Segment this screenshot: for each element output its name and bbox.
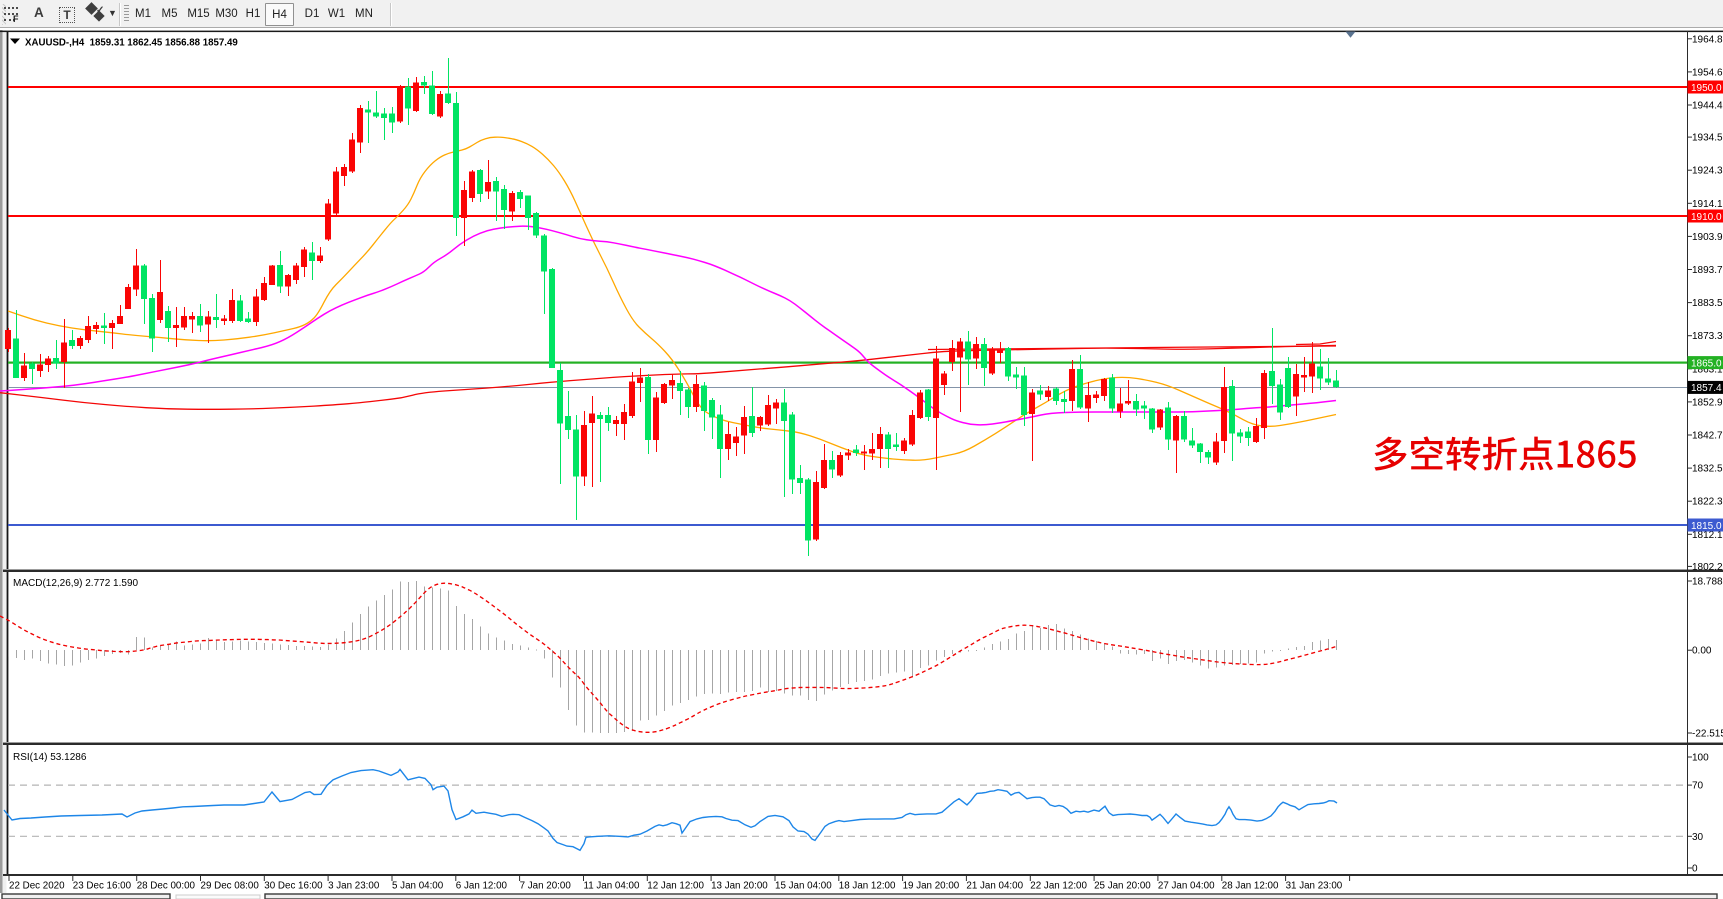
svg-text:1910.0: 1910.0 xyxy=(1691,212,1722,223)
svg-text:15 Jan 04:00: 15 Jan 04:00 xyxy=(775,881,832,892)
svg-text:30 Dec 16:00: 30 Dec 16:00 xyxy=(264,881,323,892)
svg-text:0.00: 0.00 xyxy=(1692,646,1712,657)
svg-text:1865.0: 1865.0 xyxy=(1691,358,1722,369)
svg-text:30: 30 xyxy=(1692,832,1704,843)
svg-text:1815.0: 1815.0 xyxy=(1691,521,1722,532)
svg-text:27 Jan 04:00: 27 Jan 04:00 xyxy=(1158,881,1215,892)
svg-text:1944.4: 1944.4 xyxy=(1692,101,1723,112)
svg-text:28 Jan 12:00: 28 Jan 12:00 xyxy=(1222,881,1279,892)
svg-text:7 Jan 20:00: 7 Jan 20:00 xyxy=(520,881,572,892)
svg-text:1873.3: 1873.3 xyxy=(1692,331,1723,342)
svg-text:13 Jan 20:00: 13 Jan 20:00 xyxy=(711,881,768,892)
svg-text:RSI(14) 53.1286: RSI(14) 53.1286 xyxy=(13,752,87,763)
svg-text:28 Dec 00:00: 28 Dec 00:00 xyxy=(137,881,196,892)
svg-text:1863.1: 1863.1 xyxy=(1692,364,1723,375)
svg-text:31 Jan 23:00: 31 Jan 23:00 xyxy=(1286,881,1343,892)
svg-text:18.788: 18.788 xyxy=(1692,577,1723,588)
svg-text:1924.3: 1924.3 xyxy=(1692,166,1723,177)
svg-text:1802.2: 1802.2 xyxy=(1692,562,1723,573)
svg-text:1964.8: 1964.8 xyxy=(1692,34,1723,45)
svg-text:29 Dec 08:00: 29 Dec 08:00 xyxy=(201,881,260,892)
svg-text:1914.1: 1914.1 xyxy=(1692,199,1723,210)
svg-text:6 Jan 12:00: 6 Jan 12:00 xyxy=(456,881,508,892)
svg-text:XAUUSD-,H4 1859.31 1862.45 18: XAUUSD-,H4 1859.31 1862.45 1856.88 1857.… xyxy=(25,38,238,49)
svg-text:1822.3: 1822.3 xyxy=(1692,497,1723,508)
svg-text:1842.7: 1842.7 xyxy=(1692,431,1723,442)
svg-text:25 Jan 20:00: 25 Jan 20:00 xyxy=(1094,881,1151,892)
svg-text:18 Jan 12:00: 18 Jan 12:00 xyxy=(839,881,896,892)
svg-text:12 Jan 12:00: 12 Jan 12:00 xyxy=(647,881,704,892)
svg-text:22 Dec 2020: 22 Dec 2020 xyxy=(9,881,65,892)
svg-text:1857.4: 1857.4 xyxy=(1691,383,1722,394)
svg-text:21 Jan 04:00: 21 Jan 04:00 xyxy=(966,881,1023,892)
svg-text:1934.5: 1934.5 xyxy=(1692,133,1723,144)
svg-text:1832.5: 1832.5 xyxy=(1692,464,1723,475)
svg-text:1812.1: 1812.1 xyxy=(1692,530,1723,541)
svg-text:1852.9: 1852.9 xyxy=(1692,397,1723,408)
svg-text:0: 0 xyxy=(1692,864,1698,875)
svg-text:1950.0: 1950.0 xyxy=(1691,83,1722,94)
svg-text:1883.5: 1883.5 xyxy=(1692,298,1723,309)
svg-text:22 Jan 12:00: 22 Jan 12:00 xyxy=(1030,881,1087,892)
svg-text:1954.6: 1954.6 xyxy=(1692,67,1723,78)
svg-text:100: 100 xyxy=(1692,753,1709,764)
svg-text:11 Jan 04:00: 11 Jan 04:00 xyxy=(584,881,640,892)
svg-text:23 Dec 16:00: 23 Dec 16:00 xyxy=(73,881,132,892)
svg-text:3 Jan 23:00: 3 Jan 23:00 xyxy=(328,881,380,892)
svg-text:19 Jan 20:00: 19 Jan 20:00 xyxy=(903,881,960,892)
svg-text:70: 70 xyxy=(1692,781,1704,792)
svg-text:5 Jan 04:00: 5 Jan 04:00 xyxy=(392,881,444,892)
svg-text:-22.515: -22.515 xyxy=(1692,729,1723,740)
svg-text:1903.9: 1903.9 xyxy=(1692,232,1723,243)
svg-text:MACD(12,26,9) 2.772 1.590: MACD(12,26,9) 2.772 1.590 xyxy=(13,578,139,589)
svg-text:1893.7: 1893.7 xyxy=(1692,265,1723,276)
